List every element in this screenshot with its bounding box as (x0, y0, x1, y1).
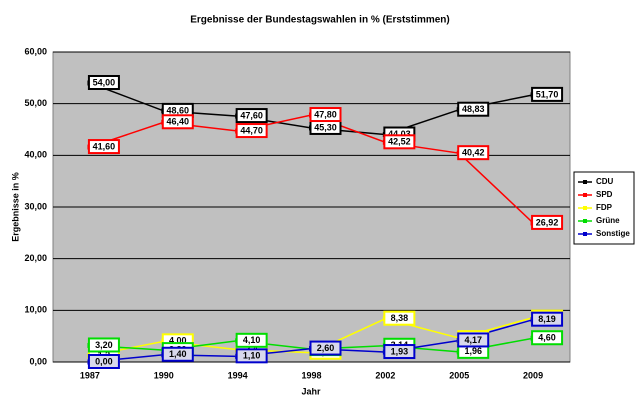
data-label: 54,00 (93, 77, 116, 87)
data-label-box (457, 145, 490, 161)
data-label-box (87, 337, 120, 353)
data-label: 8,19 (538, 314, 556, 324)
data-label: 26,92 (536, 217, 559, 227)
data-label-box (383, 344, 416, 360)
data-label: 4,17 (464, 335, 482, 345)
x-tick-label: 2005 (449, 370, 469, 380)
data-label-box (383, 310, 416, 326)
legend-marker (583, 180, 587, 184)
data-label-box (531, 330, 564, 346)
data-label: 44,03 (388, 129, 411, 139)
data-label: 1,10 (243, 351, 261, 361)
data-label-box (531, 311, 564, 327)
data-label-box (235, 123, 268, 139)
y-tick-label: 0,00 (29, 356, 47, 366)
data-label: 8,38 (391, 313, 409, 323)
data-label: 46,40 (167, 117, 190, 127)
y-tick-label: 30,00 (24, 201, 47, 211)
data-label: 3,20 (95, 340, 113, 350)
data-label: 4,10 (243, 335, 261, 345)
legend-label: CDU (596, 177, 614, 186)
data-label: 44,70 (240, 125, 263, 135)
data-label-box (235, 108, 268, 124)
data-label-box (531, 214, 564, 230)
x-tick-label: 2009 (523, 370, 543, 380)
y-axis-label: Ergebnisse in % (10, 172, 20, 242)
data-label: 47,80 (314, 109, 337, 119)
legend-label: SPD (596, 190, 613, 199)
legend-marker (583, 232, 587, 236)
data-label: 4,00 (169, 336, 187, 346)
data-label-box (235, 348, 268, 364)
data-label-box (457, 101, 490, 117)
data-label-box (383, 134, 416, 150)
data-label: 48,83 (462, 104, 485, 114)
data-label: 45,30 (314, 122, 337, 132)
data-label-box (309, 107, 342, 123)
y-tick-label: 40,00 (24, 150, 47, 160)
y-tick-label: 50,00 (24, 98, 47, 108)
x-tick-label: 1990 (154, 370, 174, 380)
data-label-box (309, 340, 342, 356)
y-tick-label: 20,00 (24, 253, 47, 263)
x-axis-label: Jahr (301, 386, 321, 396)
data-label: 41,60 (93, 141, 116, 151)
x-tick-label: 1987 (80, 370, 100, 380)
x-tick-label: 1994 (228, 370, 248, 380)
data-label: 2,60 (317, 343, 335, 353)
data-label-box (161, 346, 194, 362)
data-label-box (161, 114, 194, 130)
legend-marker (583, 193, 587, 197)
data-label-box (235, 332, 268, 348)
data-label-box (87, 139, 120, 155)
data-label: 51,70 (536, 89, 559, 99)
legend-label: Sonstige (596, 229, 630, 238)
data-label: 48,60 (167, 105, 190, 115)
data-label-box (87, 75, 120, 90)
y-tick-label: 60,00 (24, 46, 47, 56)
x-tick-label: 2002 (375, 370, 395, 380)
data-label: 1,93 (391, 346, 409, 356)
x-tick-label: 1998 (301, 370, 321, 380)
legend-marker (583, 219, 587, 223)
data-label: 1,40 (169, 349, 187, 359)
data-label-box (531, 86, 564, 102)
data-label: 40,42 (462, 148, 485, 158)
data-label: 4,60 (538, 333, 556, 343)
data-label-box (87, 354, 120, 369)
data-label: 0,00 (95, 356, 113, 366)
data-label: 42,52 (388, 137, 411, 147)
legend-label: FDP (596, 203, 613, 212)
data-label: 1,96 (464, 346, 482, 356)
data-label: 47,60 (240, 110, 263, 120)
legend-marker (583, 206, 587, 210)
y-tick-label: 10,00 (24, 305, 47, 315)
data-label-box (457, 332, 490, 348)
legend-label: Grüne (596, 216, 620, 225)
chart-title: Ergebnisse der Bundestagswahlen in % (Er… (190, 15, 450, 26)
